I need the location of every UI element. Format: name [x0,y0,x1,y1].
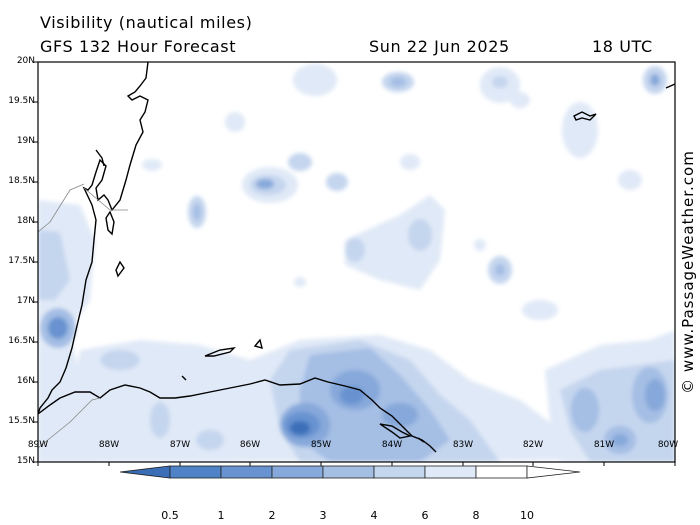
lat-label: 18N [16,216,35,226]
colorbar-label: 2 [268,509,276,522]
border-lines [38,183,128,449]
lat-label: 20N [16,56,35,66]
lat-label: 15N [16,456,35,466]
colorbar-swatch-gt-10 [526,465,581,479]
forecast-label: GFS 132 Hour Forecast [40,37,237,56]
colorbar-label: 10 [520,509,534,522]
colorbar-label: 3 [319,509,327,522]
colorbar-swatch-6 [373,465,426,479]
lon-label: 87W [169,440,191,450]
colorbar-swatch-1 [169,465,222,479]
colorbar-swatch-10 [475,465,528,479]
lon-label: 81W [593,440,615,450]
colorbar [119,465,581,479]
lat-label: 19N [16,136,35,146]
colorbar-swatch-3 [271,465,324,479]
lon-label: 83W [452,440,474,450]
colorbar-label: 1 [217,509,225,522]
colorbar-label: 4 [370,509,378,522]
lon-label: 84W [381,440,403,450]
site-credit: © www.PassageWeather.com [679,150,697,394]
forecast-date: Sun 22 Jun 2025 [369,37,510,56]
lat-label: 16.5N [8,336,35,346]
lon-label: 88W [98,440,120,450]
lon-label: 85W [310,440,332,450]
lat-label: 17N [16,296,35,306]
colorbar-swatch-2 [220,465,273,479]
lat-label: 17.5N [8,256,35,266]
lon-label: 86W [239,440,261,450]
lon-label: 80W [657,440,679,450]
visibility-field [38,62,675,462]
colorbar-label: 8 [472,509,480,522]
colorbar-label: 6 [421,509,429,522]
colorbar-label: 0.5 [161,509,179,522]
colorbar-swatch-4 [322,465,375,479]
colorbar-swatch-8 [424,465,477,479]
lon-label: 82W [522,440,544,450]
axis-ticks [34,61,676,466]
lat-label: 16N [16,376,35,386]
map-title: Visibility (nautical miles) [40,13,253,32]
lat-label: 15.5N [8,416,35,426]
lat-label: 18.5N [8,176,35,186]
forecast-time: 18 UTC [592,37,653,56]
lat-label: 19.5N [8,96,35,106]
colorbar-swatch-lt-0.5 [119,465,171,479]
lon-label: 89W [27,440,49,450]
